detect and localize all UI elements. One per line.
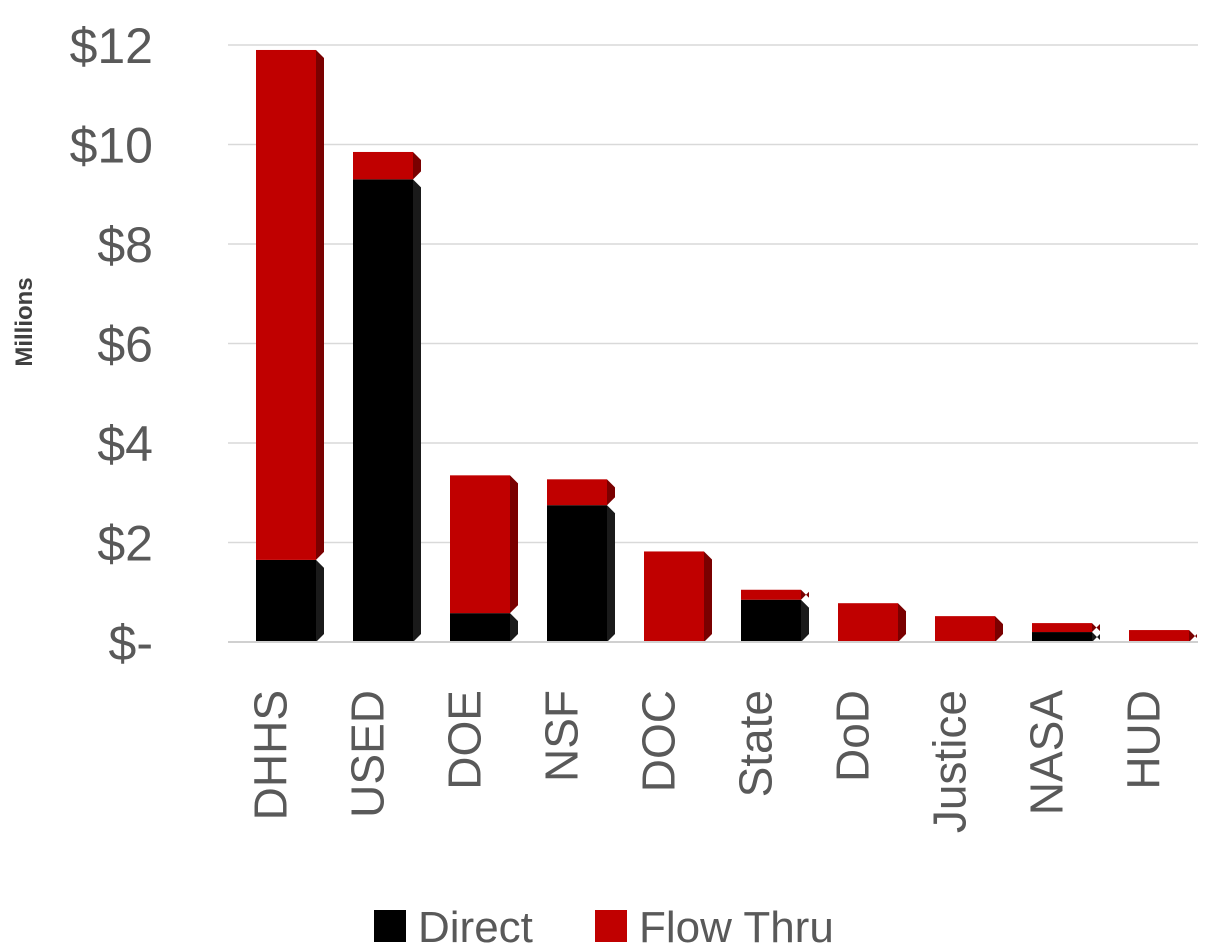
y-tick-label: $10 bbox=[70, 118, 153, 174]
bar-side bbox=[607, 479, 615, 506]
bar-flow-thru-doc bbox=[644, 551, 712, 642]
bar-face bbox=[838, 603, 898, 642]
bar-side bbox=[995, 616, 1003, 642]
bar-flow-thru-nsf bbox=[547, 479, 615, 506]
bar-flow-thru-justice bbox=[935, 616, 1003, 642]
bar-flow-thru-state bbox=[741, 589, 809, 600]
bar-face bbox=[547, 505, 607, 642]
bar-direct-dhhs bbox=[256, 559, 324, 642]
x-tick-label: Justice bbox=[924, 690, 976, 833]
bar-side bbox=[1189, 630, 1197, 642]
bar-face bbox=[644, 551, 704, 642]
bar-face bbox=[1032, 632, 1092, 642]
bar-side bbox=[510, 475, 518, 614]
legend-label-flow-thru: Flow Thru bbox=[639, 903, 834, 946]
x-axis-ticks: DHHS USED DOE NSF DOC State DoD Justice NASA HUD bbox=[245, 690, 1170, 833]
bar-side bbox=[801, 599, 809, 642]
legend: Direct Flow Thru bbox=[374, 903, 834, 946]
x-tick-label: NASA bbox=[1021, 690, 1073, 816]
bar-face bbox=[935, 616, 995, 642]
bar-side bbox=[607, 505, 615, 642]
bar-face bbox=[256, 559, 316, 642]
bar-face bbox=[547, 479, 607, 506]
y-tick-label: $12 bbox=[70, 18, 153, 74]
bar-side bbox=[704, 551, 712, 642]
legend-swatch-direct bbox=[374, 910, 406, 942]
x-tick-label: USED bbox=[342, 690, 394, 818]
legend-swatch-flow-thru bbox=[595, 910, 627, 942]
x-tick-label: DOE bbox=[439, 690, 491, 790]
bar-side bbox=[413, 151, 421, 180]
bar-flow-thru-hud bbox=[1129, 630, 1197, 642]
bar-direct-nasa bbox=[1032, 632, 1100, 642]
bar-face bbox=[353, 179, 413, 642]
x-tick-label: HUD bbox=[1118, 690, 1170, 790]
y-tick-label: $- bbox=[109, 615, 153, 671]
bar-direct-nsf bbox=[547, 505, 615, 642]
bar-face bbox=[741, 589, 801, 600]
bar-side bbox=[1092, 623, 1100, 633]
x-tick-label: DoD bbox=[827, 690, 879, 782]
y-tick-label: $4 bbox=[97, 416, 153, 472]
y-tick-label: $6 bbox=[97, 317, 153, 373]
bar-face bbox=[741, 599, 801, 642]
bar-side bbox=[898, 603, 906, 642]
legend-label-direct: Direct bbox=[418, 903, 533, 946]
bar-flow-thru-used bbox=[353, 151, 421, 180]
bar-direct-state bbox=[741, 599, 809, 642]
bar-face bbox=[1129, 630, 1189, 642]
bars bbox=[256, 49, 1197, 642]
x-tick-label: DHHS bbox=[245, 690, 297, 820]
x-tick-label: DOC bbox=[633, 690, 685, 792]
bar-face bbox=[353, 151, 413, 180]
bar-face bbox=[450, 613, 510, 642]
bar-face bbox=[450, 475, 510, 614]
bar-side bbox=[801, 589, 809, 600]
x-tick-label: State bbox=[730, 690, 782, 797]
x-tick-label: NSF bbox=[536, 690, 588, 782]
bar-side bbox=[413, 179, 421, 642]
y-tick-label: $2 bbox=[97, 516, 153, 572]
bar-face bbox=[256, 49, 316, 560]
bar-flow-thru-doe bbox=[450, 475, 518, 614]
bar-side bbox=[1092, 632, 1100, 642]
bar-side bbox=[316, 49, 324, 560]
y-tick-label: $8 bbox=[97, 217, 153, 273]
bar-side bbox=[510, 613, 518, 642]
bar-flow-thru-nasa bbox=[1032, 623, 1100, 633]
y-axis-label: Millions bbox=[11, 277, 38, 366]
bar-face bbox=[1032, 623, 1092, 633]
y-axis-ticks: $- $2 $4 $6 $8 $10 $12 bbox=[70, 18, 153, 671]
bar-flow-thru-dod bbox=[838, 603, 906, 642]
bar-side bbox=[316, 559, 324, 642]
bar-flow-thru-dhhs bbox=[256, 49, 324, 560]
bar-direct-used bbox=[353, 179, 421, 642]
bar-direct-doe bbox=[450, 613, 518, 642]
